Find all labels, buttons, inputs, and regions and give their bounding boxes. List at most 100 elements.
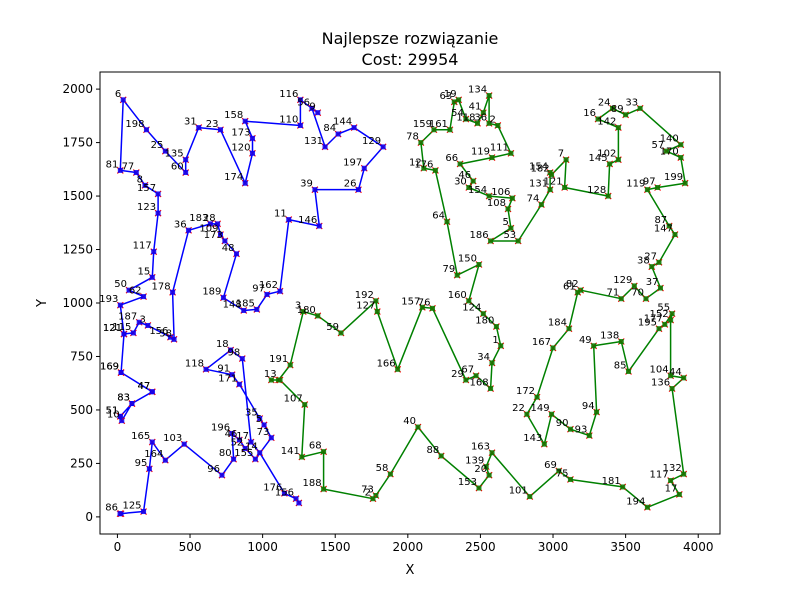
node-marker xyxy=(567,476,574,483)
node-marker xyxy=(514,237,522,245)
node-marker xyxy=(523,410,531,418)
node-label: 121 xyxy=(544,177,563,188)
node-marker xyxy=(241,445,249,452)
node-marker xyxy=(301,401,309,409)
node-label: 37 xyxy=(646,277,659,288)
node-marker xyxy=(546,186,554,194)
node-label: 171 xyxy=(218,373,237,384)
node-label: 29 xyxy=(451,369,464,380)
node-label: 104 xyxy=(650,365,669,376)
node-label: 174 xyxy=(224,172,243,183)
node-marker xyxy=(497,342,505,350)
node-marker xyxy=(475,484,483,492)
node-label: 135 xyxy=(165,149,184,160)
node-marker xyxy=(507,224,515,232)
node-marker xyxy=(614,124,622,132)
node-marker xyxy=(143,126,150,134)
node-marker xyxy=(418,303,426,311)
node-marker xyxy=(206,220,214,228)
node-marker xyxy=(315,222,323,230)
node-marker xyxy=(295,499,303,507)
node-label: 189 xyxy=(202,287,221,298)
node-label: 13 xyxy=(264,369,277,380)
node-marker xyxy=(116,301,124,309)
node-marker xyxy=(482,463,490,471)
node-marker xyxy=(214,220,222,228)
node-label: 101 xyxy=(509,486,528,497)
node-marker xyxy=(311,186,319,194)
node-marker xyxy=(240,307,248,314)
node-marker xyxy=(140,293,147,301)
node-label: 118 xyxy=(185,358,204,369)
x-axis-ticks: 0 500 1000 1500 2000 2500 3000 3500 4000 xyxy=(114,534,713,554)
node-label: 78 xyxy=(406,132,419,143)
node-label: 188 xyxy=(303,478,322,489)
node-label: 145 xyxy=(589,153,608,164)
node-marker xyxy=(561,184,569,191)
node-label: 24 xyxy=(598,97,611,108)
node-label: 97 xyxy=(643,177,656,188)
node-marker xyxy=(285,216,293,224)
node-label: 97 xyxy=(252,283,265,294)
node-label: 119 xyxy=(626,179,645,190)
plot-area: 86 12595165164103968019646521557353517191… xyxy=(99,71,721,535)
node-label: 53 xyxy=(503,230,516,241)
node-marker xyxy=(668,310,676,318)
node-marker xyxy=(487,237,495,245)
node-label: 5 xyxy=(503,217,509,228)
node-label: 19 xyxy=(444,89,457,100)
x-tick-label: 2000 xyxy=(393,540,424,554)
node-label: 35 xyxy=(245,408,258,419)
node-label: 41 xyxy=(469,102,482,113)
node-marker xyxy=(617,295,625,303)
node-marker xyxy=(116,510,124,518)
node-marker xyxy=(185,226,192,234)
node-label: 6 xyxy=(115,89,121,100)
node-marker xyxy=(394,365,402,373)
node-label: 70 xyxy=(631,288,644,299)
y-tick-label: 500 xyxy=(70,403,93,417)
node-label: 196 xyxy=(211,422,230,433)
node-label: 25 xyxy=(151,140,164,151)
node-label: 63 xyxy=(440,91,453,102)
node-marker xyxy=(217,126,224,134)
node-label: 28 xyxy=(203,213,216,224)
node-marker xyxy=(609,104,616,112)
node-marker xyxy=(241,179,249,187)
node-label: 47 xyxy=(138,381,151,392)
node-label: 191 xyxy=(269,354,288,365)
node-marker xyxy=(267,434,275,442)
node-marker xyxy=(677,154,685,161)
node-marker xyxy=(144,322,152,329)
node-label: 127 xyxy=(356,301,375,312)
node-label: 58 xyxy=(376,463,389,474)
node-marker xyxy=(170,335,178,343)
node-marker xyxy=(472,372,480,380)
node-marker xyxy=(465,297,473,305)
node-marker xyxy=(235,436,243,444)
x-tick-label: 2500 xyxy=(465,540,496,554)
node-label: 60 xyxy=(171,162,184,173)
node-label: 106 xyxy=(491,187,510,198)
node-label: 84 xyxy=(323,123,336,134)
node-label: 57 xyxy=(652,140,665,151)
node-label: 180 xyxy=(297,305,316,316)
node-marker xyxy=(474,119,481,127)
node-label: 156 xyxy=(149,326,168,337)
node-marker xyxy=(453,271,461,279)
node-marker xyxy=(314,312,322,320)
node-marker xyxy=(308,104,316,112)
node-label: 146 xyxy=(298,215,317,226)
node-marker xyxy=(116,412,124,420)
node-label: 154 xyxy=(468,185,487,196)
node-label: 109 xyxy=(199,224,218,235)
node-label: 168 xyxy=(469,378,488,389)
node-label: 66 xyxy=(445,153,458,164)
node-label: 46 xyxy=(458,170,471,181)
node-label: 20 xyxy=(474,464,487,475)
node-marker xyxy=(485,119,493,127)
node-label: 172 xyxy=(516,386,535,397)
node-marker xyxy=(238,355,246,363)
node-marker xyxy=(562,156,570,164)
